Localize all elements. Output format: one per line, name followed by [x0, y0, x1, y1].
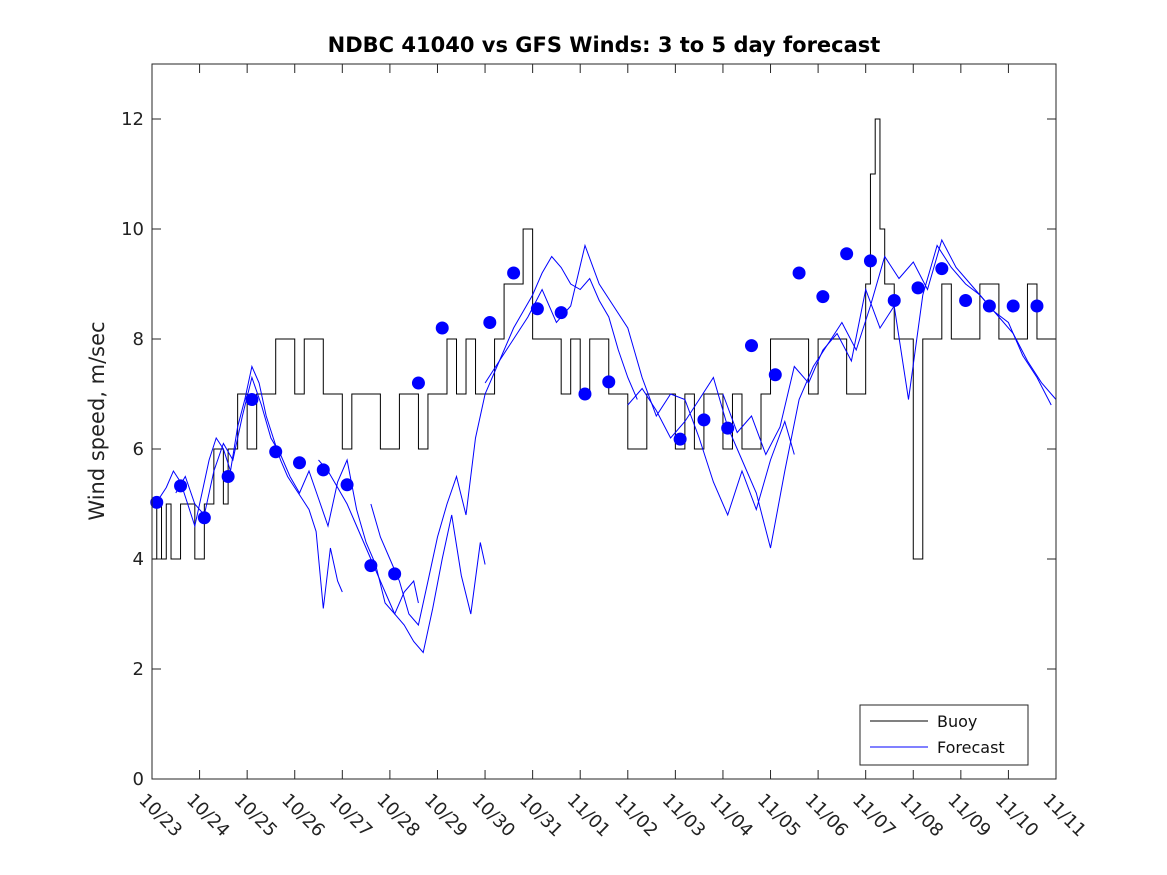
y-axis-label: Wind speed, m/sec — [85, 321, 109, 520]
x-tick-label: 10/28 — [372, 790, 424, 842]
x-tick-label: 10/25 — [230, 790, 282, 842]
buoy-series — [152, 118, 1056, 560]
forecast-marker — [840, 247, 854, 261]
x-tick-label: 11/04 — [705, 790, 757, 842]
forecast-marker — [744, 339, 758, 353]
x-tick-label: 11/07 — [848, 790, 900, 842]
forecast-marker — [435, 321, 449, 335]
legend-forecast-label: Forecast — [937, 738, 1005, 757]
legend-box — [859, 704, 1029, 766]
forecast-marker — [935, 262, 949, 276]
forecast-marker — [721, 421, 735, 435]
x-tick-label: 11/11 — [1038, 790, 1090, 842]
forecast-marker — [316, 463, 330, 477]
x-tick-label: 11/01 — [563, 790, 615, 842]
forecast-marker — [197, 511, 211, 525]
forecast-line — [175, 375, 419, 615]
x-tick-label: 11/06 — [801, 790, 853, 842]
forecast-marker — [959, 294, 973, 307]
buoy-line — [152, 118, 1056, 560]
x-tick-label: 10/29 — [420, 790, 472, 842]
y-tick-label: 0 — [133, 769, 144, 790]
x-tick-label: 10/24 — [182, 790, 234, 842]
forecast-marker — [816, 290, 830, 304]
forecast-line — [151, 364, 343, 609]
legend-buoy-label: Buoy — [937, 712, 977, 731]
forecast-marker — [602, 375, 616, 389]
forecast-marker — [364, 559, 378, 573]
y-tick-label: 2 — [133, 659, 144, 680]
forecast-marker — [174, 479, 188, 493]
forecast-marker — [554, 306, 568, 320]
forecast-marker — [269, 445, 283, 459]
forecast-marker — [245, 393, 259, 406]
legend: Buoy Forecast — [859, 704, 1029, 766]
y-tick-labels: 0 2 4 6 8 10 12 — [121, 109, 144, 790]
forecast-marker — [150, 495, 164, 509]
forecast-markers — [150, 247, 1044, 581]
forecast-marker — [292, 456, 306, 470]
forecast-marker — [697, 413, 711, 427]
forecast-marker — [411, 376, 425, 390]
x-tick-label: 11/03 — [658, 790, 710, 842]
forecast-marker — [792, 266, 806, 280]
forecast-marker — [388, 567, 402, 581]
x-tick-label: 11/02 — [610, 790, 662, 842]
forecast-marker — [911, 281, 925, 295]
x-tick-label: 10/27 — [325, 790, 377, 842]
y-tick-label: 8 — [133, 329, 144, 350]
x-tick-label: 10/26 — [277, 790, 329, 842]
y-tick-label: 12 — [121, 109, 144, 130]
axis-ticks — [151, 64, 1057, 780]
y-tick-label: 10 — [121, 219, 144, 240]
x-tick-label: 11/10 — [991, 790, 1043, 842]
x-tick-label: 11/05 — [753, 790, 805, 842]
forecast-line — [484, 243, 795, 517]
forecast-marker — [483, 316, 497, 329]
forecast-line — [318, 459, 486, 654]
chart-title: NDBC 41040 vs GFS Winds: 3 to 5 day fore… — [328, 33, 881, 57]
x-tick-label: 10/31 — [515, 790, 567, 842]
forecast-marker — [221, 470, 235, 483]
forecast-marker — [507, 266, 521, 280]
x-tick-label: 10/30 — [468, 790, 520, 842]
x-tick-label: 10/23 — [134, 790, 186, 842]
forecast-marker — [673, 432, 687, 446]
x-tick-label: 11/08 — [896, 790, 948, 842]
forecast-marker — [863, 254, 877, 268]
forecast-line — [722, 244, 1052, 456]
forecast-marker — [340, 478, 354, 492]
forecast-marker — [530, 302, 544, 316]
x-tick-label: 11/09 — [943, 790, 995, 842]
plot-area-background — [152, 64, 1056, 779]
x-tick-labels: 10/2310/2410/2510/2610/2710/2810/2910/30… — [134, 790, 1090, 842]
forecast-marker — [1006, 299, 1020, 313]
forecast-marker — [1030, 299, 1044, 313]
y-tick-label: 6 — [133, 439, 144, 460]
forecast-marker — [887, 294, 901, 307]
forecast-series — [151, 238, 1057, 654]
plot-frame — [151, 63, 1057, 780]
forecast-marker — [768, 368, 782, 382]
forecast-marker — [982, 299, 996, 313]
y-tick-label: 4 — [133, 549, 144, 570]
forecast-marker — [578, 387, 592, 401]
forecast-line — [370, 255, 638, 627]
